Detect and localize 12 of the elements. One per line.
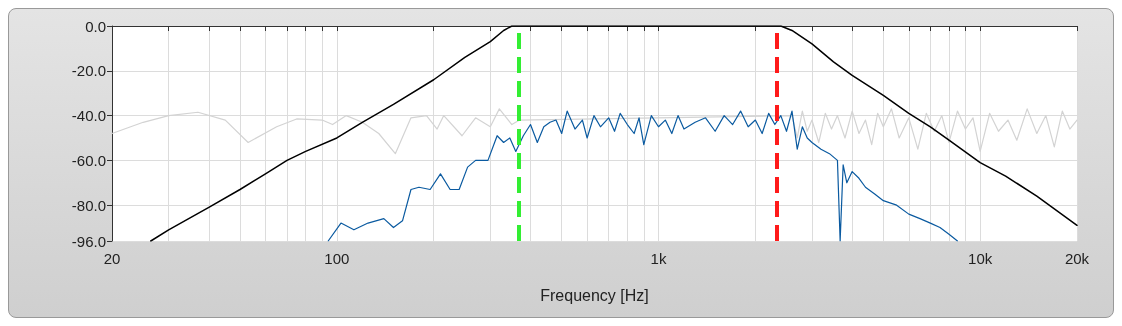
x-tick-label: 1k	[650, 250, 667, 267]
x-tick-label: 20k	[1064, 250, 1090, 267]
x-tick-label: 20	[103, 250, 121, 267]
x-tick-label: 10k	[968, 250, 993, 267]
y-tick-label: -20.0	[71, 62, 106, 80]
y-tick-label: -40.0	[71, 107, 106, 125]
y-tick-label: -80.0	[71, 196, 106, 214]
x-axis-title: Frequency [Hz]	[540, 286, 649, 304]
y-tick-label: -96.0	[71, 232, 106, 250]
y-tick-label: -60.0	[71, 151, 106, 169]
x-tick-label: 100	[324, 250, 350, 267]
y-tick-label: 0.0	[85, 17, 106, 35]
